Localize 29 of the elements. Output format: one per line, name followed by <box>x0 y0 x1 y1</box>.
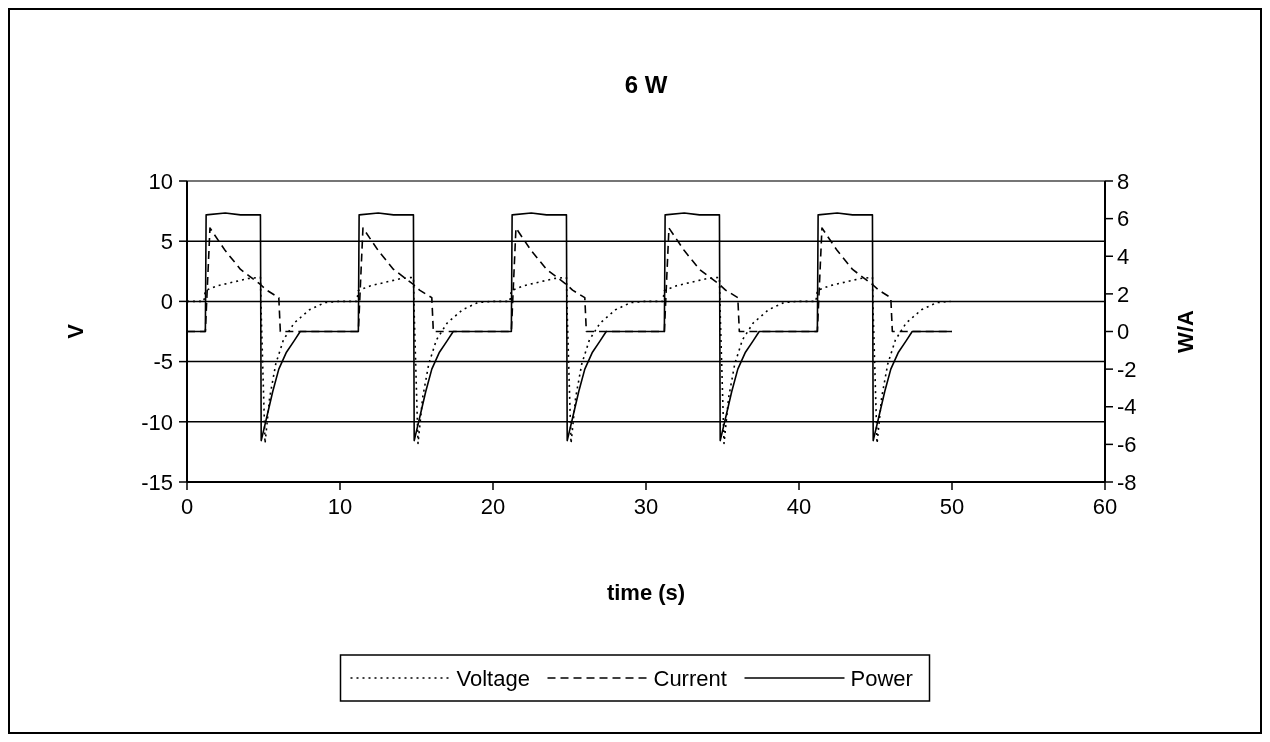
y-tick-label: 10 <box>148 168 173 194</box>
y2-tick-label: 8 <box>1117 168 1130 194</box>
x-tick-label: 60 <box>1092 494 1118 519</box>
y-tick-label: -5 <box>153 349 173 375</box>
y2-axis-title: W/A <box>1173 310 1198 353</box>
legend-label: Voltage <box>456 665 530 691</box>
x-tick-label: 0 <box>180 494 194 519</box>
x-tick-label: 40 <box>786 494 812 519</box>
y-tick-label: 5 <box>160 228 173 254</box>
y2-tick-label: 2 <box>1117 281 1130 307</box>
y-tick-label: -15 <box>141 469 173 495</box>
x-tick-label: 10 <box>327 494 353 519</box>
y2-tick-label: -2 <box>1117 356 1137 382</box>
chart-title: 6 W <box>624 71 668 98</box>
y2-tick-label: -8 <box>1117 469 1137 495</box>
x-axis-title: time (s) <box>606 580 686 605</box>
x-tick-label: 30 <box>633 494 659 519</box>
legend-label: Current <box>653 665 727 691</box>
y-tick-label: -10 <box>141 409 173 435</box>
legend-label: Power <box>850 665 913 691</box>
x-tick-label: 50 <box>939 494 965 519</box>
y2-tick-label: 0 <box>1117 319 1130 345</box>
y2-tick-label: 6 <box>1117 206 1130 232</box>
y2-tick-label: -4 <box>1117 394 1137 420</box>
y2-tick-label: -6 <box>1117 432 1137 458</box>
y2-tick-label: 4 <box>1117 243 1130 269</box>
y-tick-label: 0 <box>160 289 173 315</box>
y-axis-title: V <box>63 323 88 339</box>
x-tick-label: 20 <box>480 494 506 519</box>
